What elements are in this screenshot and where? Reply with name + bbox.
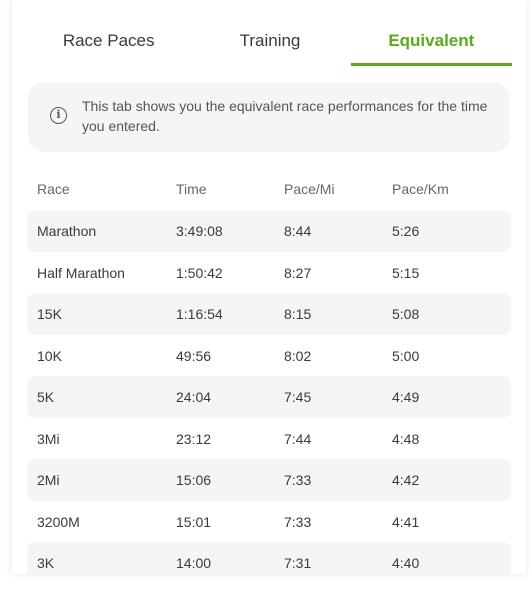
- pace-mi-cell: 8:44: [284, 223, 312, 239]
- time-cell: 3:49:08: [176, 223, 223, 239]
- time-cell: 49:56: [176, 347, 212, 364]
- pace-km-cell: 5:26: [392, 223, 420, 239]
- header-race: Race: [37, 181, 70, 197]
- info-box: i This tab shows you the equivalent race…: [28, 82, 510, 152]
- pace-mi-cell: 7:45: [284, 389, 312, 405]
- table-row: 10K 49:56 8:02 5:00: [27, 335, 511, 377]
- pace-mi-cell: 8:15: [284, 306, 312, 322]
- table-header-row: Race Time Pace/Mi Pace/Km: [27, 168, 511, 210]
- pace-km-cell: 4:41: [392, 513, 420, 530]
- tab-race-paces[interactable]: Race Paces: [62, 31, 155, 50]
- pace-km-cell: 4:48: [392, 430, 420, 447]
- table-body: Marathon 3:49:08 8:44 5:26 Half Marathon 1:50…: [27, 210, 511, 574]
- time-cell: 24:04: [176, 389, 212, 405]
- pace-mi-cell: 7:33: [284, 472, 312, 488]
- header-pace-mi: Pace/Mi: [284, 181, 335, 197]
- race-cell: 15K: [37, 306, 62, 322]
- time-cell: 15:06: [176, 472, 212, 488]
- race-cell: 5K: [37, 389, 55, 405]
- time-cell: 1:50:42: [176, 264, 223, 281]
- race-cell: 3Mi: [37, 430, 60, 447]
- pace-km-cell: 4:42: [392, 472, 420, 488]
- time-cell: 1:16:54: [176, 306, 223, 322]
- pace-km-cell: 5:00: [392, 347, 420, 364]
- pace-km-cell: 5:08: [392, 306, 420, 322]
- race-cell: 2Mi: [37, 472, 60, 488]
- table-row: 5K 24:04 7:45 4:49: [27, 376, 511, 418]
- header-time: Time: [176, 181, 207, 197]
- race-cell: 3K: [37, 555, 55, 571]
- table-row: 15K 1:16:54 8:15 5:08: [27, 293, 511, 335]
- race-cell: 10K: [37, 347, 62, 364]
- table-row: 3200M 15:01 7:33 4:41: [27, 501, 511, 543]
- race-cell: 3200M: [37, 513, 80, 530]
- table-row: 2Mi 15:06 7:33 4:42: [27, 459, 511, 501]
- table-row: 3Mi 23:12 7:44 4:48: [27, 418, 511, 460]
- header-pace-km: Pace/Km: [392, 181, 449, 197]
- time-cell: 14:00: [176, 555, 212, 571]
- pace-mi-cell: 7:44: [284, 430, 312, 447]
- time-cell: 23:12: [176, 430, 212, 447]
- tab-bar: Race Paces Training Equivalent: [28, 18, 512, 66]
- time-cell: 15:01: [176, 513, 212, 530]
- table-row: Half Marathon 1:50:42 8:27 5:15: [27, 252, 511, 294]
- info-text: This tab shows you the equivalent race p…: [82, 98, 488, 134]
- table-row: Marathon 3:49:08 8:44 5:26: [27, 210, 511, 252]
- tab-equivalent[interactable]: Equivalent: [350, 18, 512, 66]
- pace-mi-cell: 8:02: [284, 347, 312, 364]
- info-icon: i: [50, 107, 67, 124]
- pace-km-cell: 4:40: [392, 555, 420, 571]
- race-calculator-card: Race Paces Training Equivalent i This ta…: [12, 0, 526, 574]
- race-cell: Half Marathon: [37, 264, 125, 281]
- table-row: 3K 14:00 7:31 4:40: [27, 542, 511, 574]
- pace-mi-cell: 8:27: [284, 264, 312, 281]
- pace-mi-cell: 7:31: [284, 555, 312, 571]
- race-cell: Marathon: [37, 223, 97, 239]
- pace-km-cell: 5:15: [392, 264, 420, 281]
- pace-mi-cell: 7:33: [284, 513, 312, 530]
- tab-training[interactable]: Training: [239, 31, 301, 50]
- equivalent-table: Race Time Pace/Mi Pace/Km Marathon 3:49:0…: [27, 168, 511, 574]
- pace-km-cell: 4:49: [392, 389, 420, 405]
